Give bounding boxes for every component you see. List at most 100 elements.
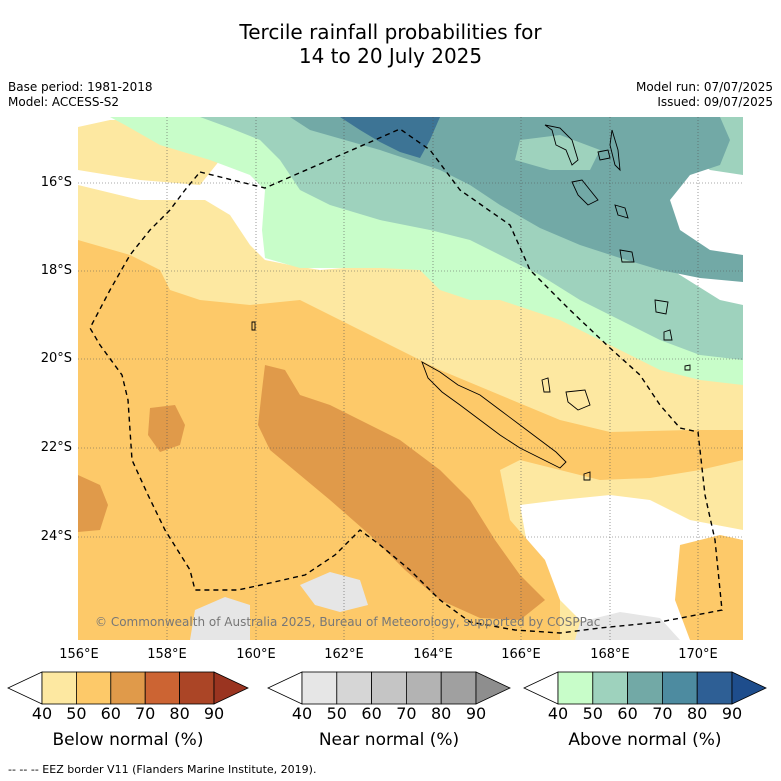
colorbar-tick-label: 90 xyxy=(721,704,743,723)
graticule xyxy=(78,117,743,640)
colorbars-svg xyxy=(7,671,767,705)
region-below-70-edge xyxy=(78,475,108,532)
map-area xyxy=(78,117,743,640)
colorbar-tick-label: 80 xyxy=(431,704,452,723)
base-period: Base period: 1981-2018 xyxy=(8,80,153,94)
colorbar-tick-label: 50 xyxy=(582,704,603,723)
meta-left: Base period: 1981-2018 Model: ACCESS-S2 xyxy=(8,80,153,110)
region-above-50 xyxy=(110,117,743,385)
lat-label: 24°S xyxy=(40,529,72,544)
colorbar-swatch xyxy=(662,671,698,705)
coastlines xyxy=(251,124,691,481)
colorbar-extend-high xyxy=(475,671,511,705)
lat-label: 16°S xyxy=(40,175,72,190)
colorbar-swatch xyxy=(76,671,112,705)
colorbar-tick-label: 80 xyxy=(687,704,708,723)
colorbar-swatch xyxy=(405,671,442,705)
colorbar-tick-label: 70 xyxy=(652,704,673,723)
lon-label: 170°E xyxy=(678,647,718,662)
colorbar-tick-label: 70 xyxy=(396,704,417,723)
colorbar-tick-label: 50 xyxy=(66,704,87,723)
chesterfield-coast xyxy=(251,321,256,331)
colorbar-swatch xyxy=(627,671,663,705)
region-below-60-east xyxy=(675,535,743,640)
vanuatu-malekula-coast xyxy=(571,179,599,206)
map-title: Tercile rainfall probabilities for 14 to… xyxy=(0,20,781,68)
lat-label: 22°S xyxy=(40,440,72,455)
region-near-1 xyxy=(190,597,250,640)
hunter-island-coast xyxy=(684,364,691,371)
colorbar-extend-high xyxy=(731,671,767,705)
region-above-60 xyxy=(200,117,743,360)
issued-date: Issued: 09/07/2025 xyxy=(657,95,773,109)
colorbar-swatch xyxy=(41,671,77,705)
colorbar-tick-label: 40 xyxy=(291,704,313,723)
lon-label: 168°E xyxy=(590,647,630,662)
vanuatu-maewo-coast xyxy=(609,129,621,172)
vanuatu-ambae-coast xyxy=(597,149,611,161)
colorbar-below xyxy=(7,671,249,705)
model-run: Model run: 07/07/2025 xyxy=(635,80,773,94)
lon-label: 156°E xyxy=(59,647,99,662)
lat-label: 18°S xyxy=(40,263,72,278)
meta-right: Model run: 07/07/2025 Issued: 09/07/2025 xyxy=(636,80,773,110)
colorbar-tick-label: 40 xyxy=(31,704,53,723)
vanuatu-efate-coast xyxy=(614,204,629,219)
colorbar-tick-label: 90 xyxy=(465,704,487,723)
colorbar-swatch xyxy=(179,671,215,705)
lon-label: 162°E xyxy=(324,647,364,662)
colorbar-swatch xyxy=(110,671,146,705)
colorbar-extend-low xyxy=(267,671,303,705)
title-line-2: 14 to 20 July 2025 xyxy=(298,44,483,68)
colorbar-swatch xyxy=(696,671,733,705)
model-name: Model: ACCESS-S2 xyxy=(8,95,120,109)
colorbar-tick-label: 60 xyxy=(100,704,121,723)
colorbar-near xyxy=(267,671,511,705)
colorbar-extend-low xyxy=(523,671,559,705)
colorbar-swatch xyxy=(301,671,338,705)
colorbar-above xyxy=(523,671,767,705)
colorbar-tick-label: 70 xyxy=(135,704,156,723)
colorbar-tick-label: 50 xyxy=(326,704,347,723)
colorbar-extend-low xyxy=(7,671,43,705)
title-line-1: Tercile rainfall probabilities for xyxy=(239,20,542,44)
colorbar-swatch xyxy=(557,671,594,705)
colorbar-swatch xyxy=(371,671,407,705)
lon-label: 166°E xyxy=(501,647,541,662)
lon-label: 164°E xyxy=(413,647,453,662)
colorbar-label-below: Below normal (%) xyxy=(52,730,204,750)
region-above-60-pocket xyxy=(515,135,600,170)
colorbar-swatch xyxy=(336,671,372,705)
region-above-70 xyxy=(290,117,743,282)
vanuatu-espiritu-coast xyxy=(544,124,579,166)
region-near-2 xyxy=(300,572,368,612)
region-below-70-main xyxy=(258,365,545,620)
colorbar-extend-high xyxy=(213,671,249,705)
lon-label: 160°E xyxy=(236,647,276,662)
colorbar-label-above: Above normal (%) xyxy=(568,730,722,750)
matthew-island-coast xyxy=(663,329,673,341)
region-above-80 xyxy=(340,117,440,158)
vanuatu-tanna-coast xyxy=(619,249,635,263)
loyalty-lifou-coast xyxy=(565,389,591,411)
lat-label: 20°S xyxy=(40,351,72,366)
region-near-3 xyxy=(575,612,680,640)
colorbar-tick-label: 80 xyxy=(169,704,190,723)
colorbar-tick-label: 60 xyxy=(617,704,638,723)
colorbar-swatch xyxy=(592,671,628,705)
copyright-text: © Commonwealth of Australia 2025, Bureau… xyxy=(95,615,600,629)
loyalty-ouvea-coast xyxy=(541,377,551,393)
region-below-70-west xyxy=(148,405,185,452)
lon-label: 158°E xyxy=(147,647,187,662)
colorbar-tick-label: 60 xyxy=(361,704,382,723)
isle-of-pines-coast xyxy=(583,471,591,481)
colorbar-tick-label: 40 xyxy=(547,704,569,723)
new-caledonia-coast xyxy=(421,361,567,469)
colorbar-swatch xyxy=(144,671,180,705)
colorbar-swatch xyxy=(440,671,477,705)
colorbar-tick-label: 90 xyxy=(203,704,225,723)
eez-footnote: -- -- -- EEZ border V11 (Flanders Marine… xyxy=(8,763,317,776)
vanuatu-aneityum-coast xyxy=(654,299,669,315)
colorbar-label-near: Near normal (%) xyxy=(318,730,460,750)
